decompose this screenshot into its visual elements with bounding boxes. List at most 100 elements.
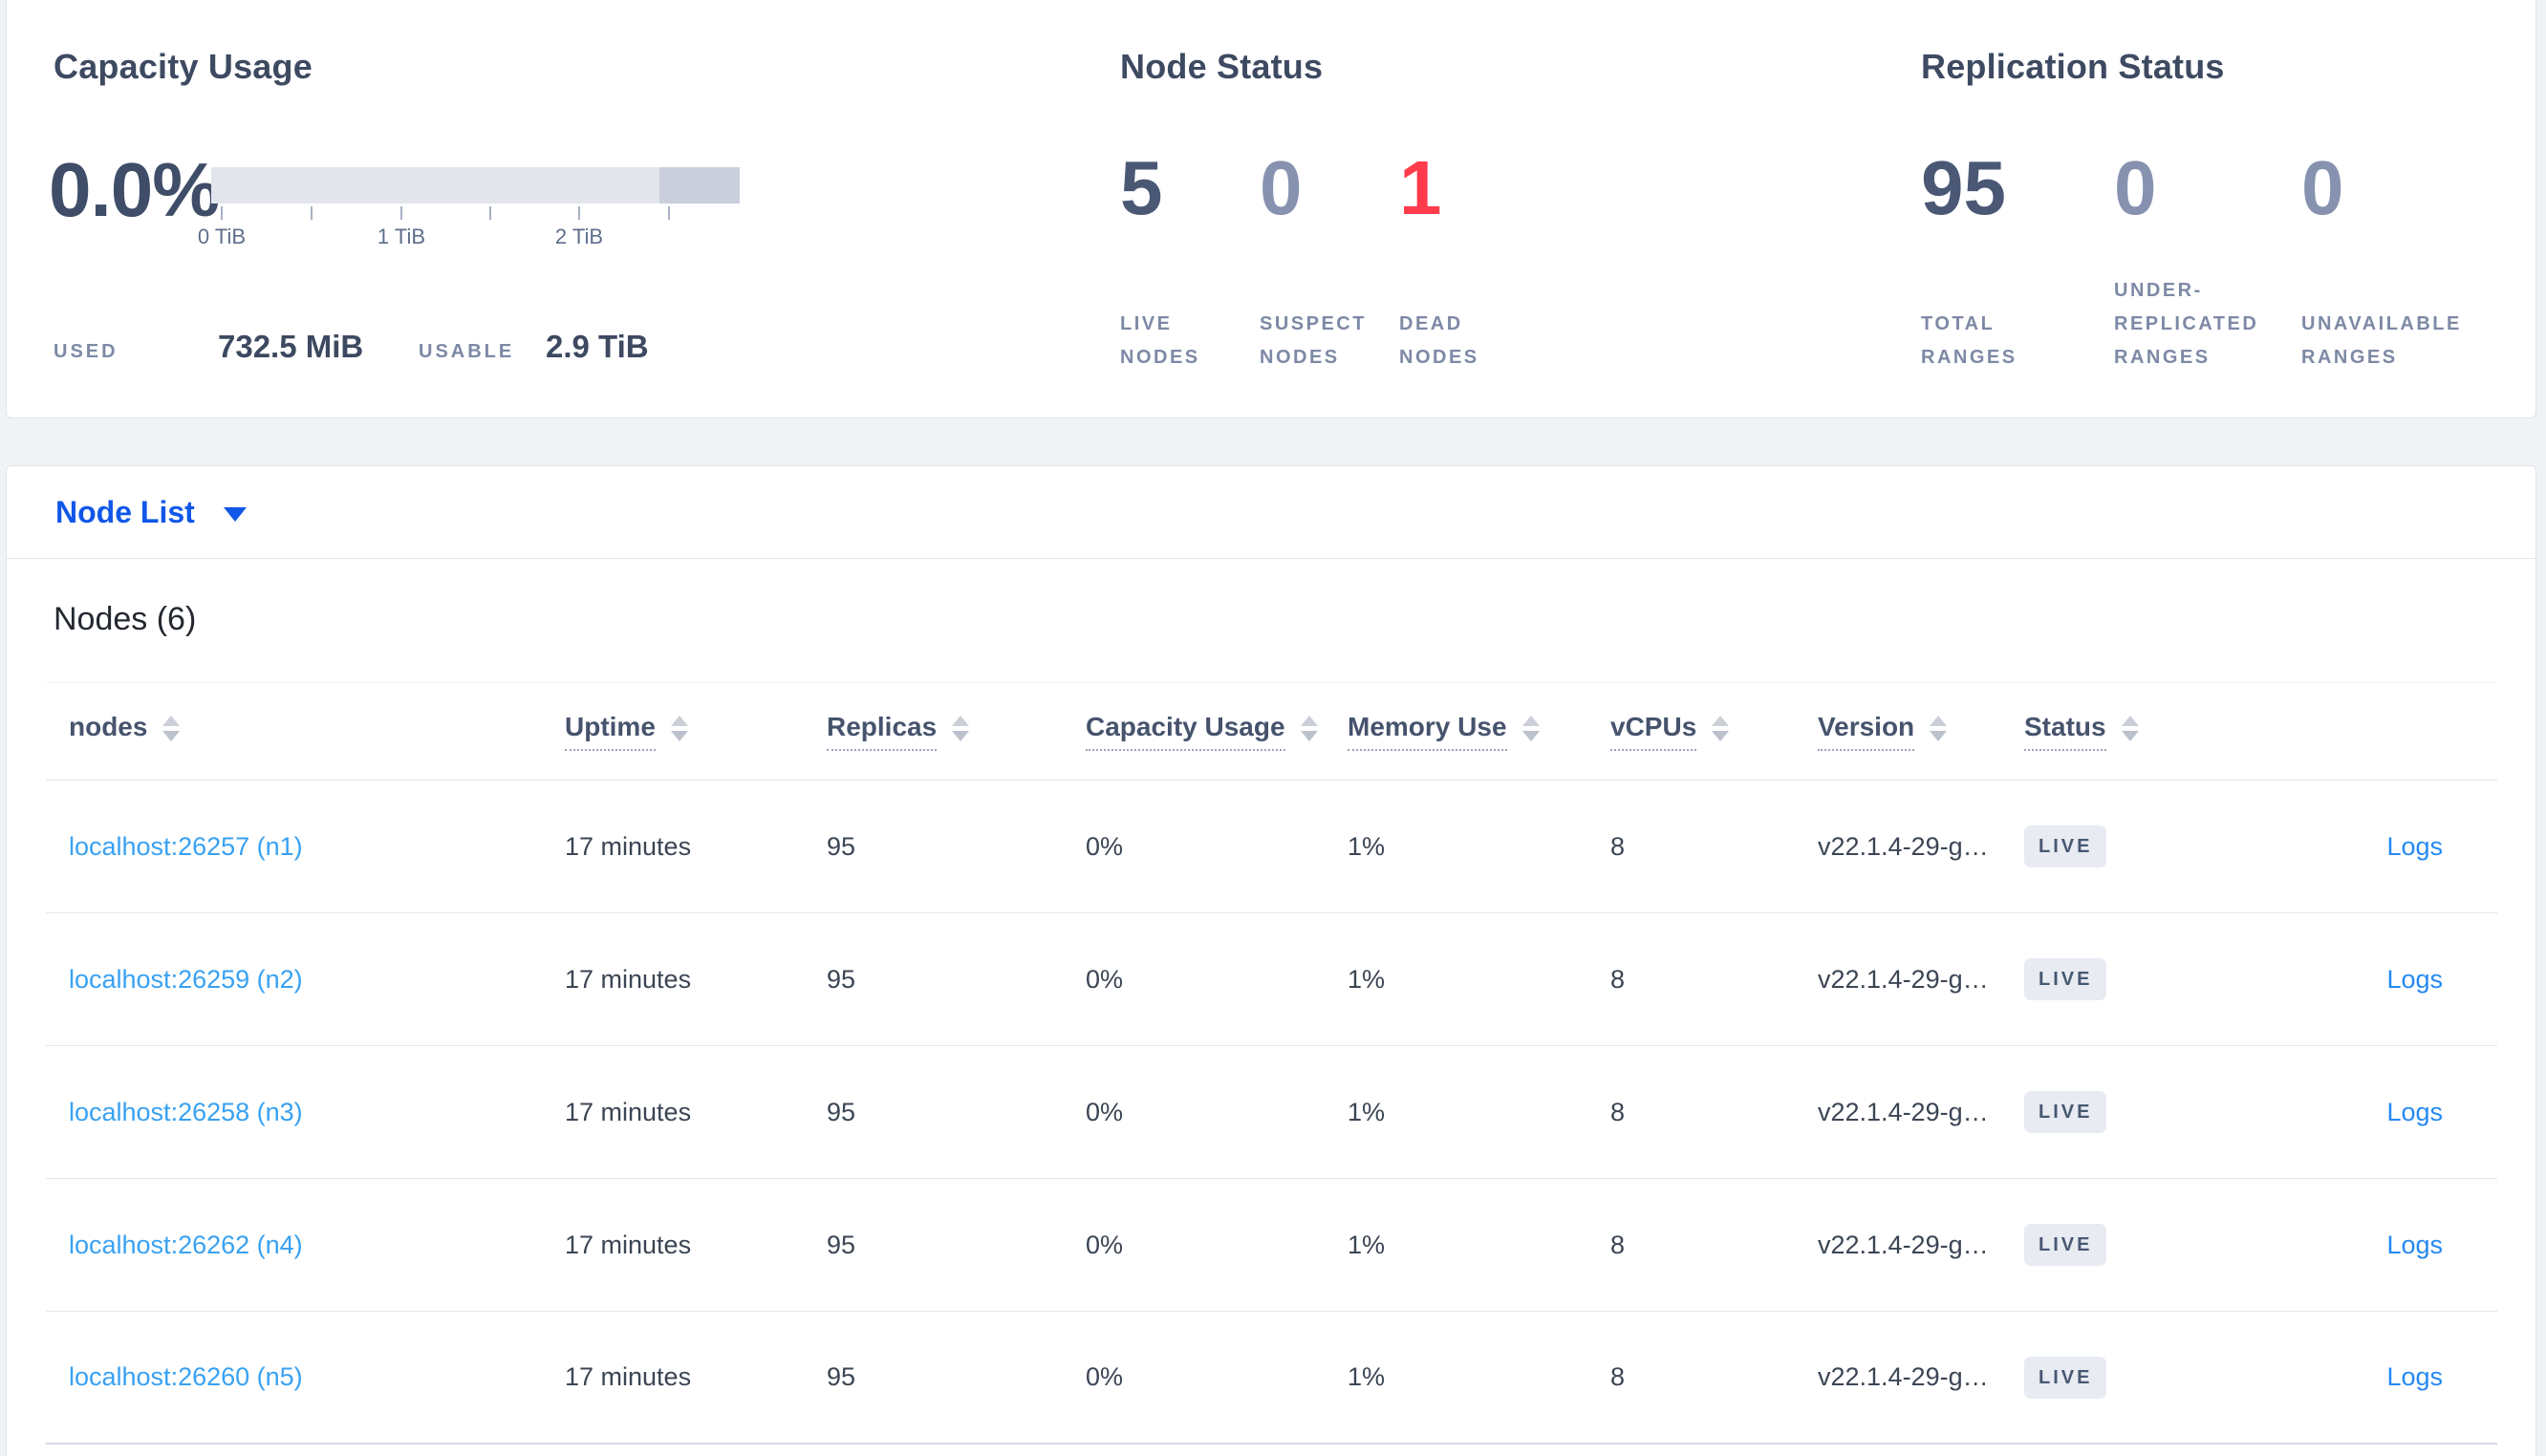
replicas-cell: 95 [827,1230,856,1259]
status-badge: LIVE [2024,1091,2107,1133]
total-ranges-stat: 95 TOTAL RANGES [1921,149,2066,375]
capacity-usage-cell: 0% [1086,964,1124,994]
unavailable-ranges-stat: 0 UNAVAILABLE RANGES [2301,149,2535,375]
capacity-usage-bar [211,167,740,203]
suspect-nodes-stat: 0 SUSPECT NODES [1260,149,1386,375]
memory-use-cell: 1% [1348,964,1386,994]
nodes-section-title: Nodes (6) [54,601,197,637]
logs-link[interactable]: Logs [2386,1230,2443,1259]
sort-icon [952,716,970,741]
capacity-bar-reserved-segment [659,167,740,203]
table-header-row: nodes Uptime Replicas Capacity Usage Mem… [46,682,2497,781]
version-cell: v22.1.4-29-g… [1818,964,1989,994]
suspect-nodes-count: 0 [1260,145,1303,230]
axis-tick [578,206,580,220]
sort-icon [1712,716,1730,741]
sort-icon [2121,716,2139,741]
dead-nodes-label: DEAD NODES [1399,313,1479,368]
vcpus-cell: 8 [1610,1097,1626,1126]
logs-link[interactable]: Logs [2386,1362,2443,1391]
version-cell: v22.1.4-29-g… [1818,1097,1989,1126]
node-link[interactable]: localhost:26257 (n1) [69,831,303,861]
column-header-status[interactable]: Status [2024,712,2204,751]
axis-tick [400,206,402,220]
status-badge: LIVE [2024,958,2107,1000]
node-link[interactable]: localhost:26259 (n2) [69,964,303,994]
sort-icon [1300,716,1318,741]
axis-tick-label: 1 TiB [377,225,426,248]
sort-icon [162,716,181,741]
vcpus-cell: 8 [1610,831,1626,861]
column-header-uptime[interactable]: Uptime [565,712,827,751]
table-row: localhost:26260 (n5) 17 minutes 95 0% 1%… [46,1312,2497,1445]
axis-tick [668,206,670,220]
sort-icon [1930,716,1948,741]
live-nodes-label: LIVE NODES [1120,313,1200,368]
node-link[interactable]: localhost:26260 (n5) [69,1362,303,1391]
column-header-memory-use[interactable]: Memory Use [1348,712,1610,751]
capacity-usage-cell: 0% [1086,1230,1124,1259]
column-header-replicas[interactable]: Replicas [827,712,1086,751]
under-replicated-stat: 0 UNDER-REPLICATED RANGES [2114,149,2305,375]
vcpus-cell: 8 [1610,1362,1626,1391]
logs-link[interactable]: Logs [2386,1097,2443,1126]
live-nodes-count: 5 [1120,145,1163,230]
axis-tick [221,206,223,220]
memory-use-cell: 1% [1348,1230,1386,1259]
uptime-cell: 17 minutes [565,964,692,994]
column-header-nodes[interactable]: nodes [46,712,565,751]
column-header-vcpus[interactable]: vCPUs [1610,712,1818,751]
total-ranges-count: 95 [1921,145,2006,230]
column-header-version[interactable]: Version [1818,712,2024,751]
usable-label: USABLE [419,341,515,362]
axis-tick-label: 2 TiB [554,225,604,248]
node-list-dropdown-label: Node List [55,495,195,529]
memory-use-cell: 1% [1348,1362,1386,1391]
uptime-cell: 17 minutes [565,1362,692,1391]
summary-card: Capacity Usage 0.0% 0 TiB 1 TiB 2 TiB US… [6,0,2536,418]
version-cell: v22.1.4-29-g… [1818,1230,1989,1259]
version-cell: v22.1.4-29-g… [1818,831,1989,861]
status-badge: LIVE [2024,825,2107,867]
status-badge: LIVE [2024,1356,2107,1399]
capacity-usage-cell: 0% [1086,831,1124,861]
used-value: 732.5 MiB [218,329,364,364]
nodes-table: nodes Uptime Replicas Capacity Usage Mem… [46,682,2497,1445]
logs-link[interactable]: Logs [2386,831,2443,861]
suspect-nodes-label: SUSPECT NODES [1260,313,1367,368]
capacity-usage-title: Capacity Usage [54,47,313,86]
replicas-cell: 95 [827,964,856,994]
divider [7,558,2535,559]
table-row: localhost:26262 (n4) 17 minutes 95 0% 1%… [46,1179,2497,1312]
dead-nodes-count: 1 [1399,145,1442,230]
uptime-cell: 17 minutes [565,1097,692,1126]
unavailable-ranges-label: UNAVAILABLE RANGES [2301,313,2462,368]
node-status-title: Node Status [1120,47,1324,86]
version-cell: v22.1.4-29-g… [1818,1362,1989,1391]
node-list-dropdown[interactable]: Node List [55,491,247,533]
memory-use-cell: 1% [1348,1097,1386,1126]
unavailable-ranges-count: 0 [2301,145,2344,230]
column-header-capacity-usage[interactable]: Capacity Usage [1086,712,1348,751]
axis-tick [489,206,491,220]
under-replicated-label: UNDER-REPLICATED RANGES [2114,280,2259,368]
node-list-card: Node List Nodes (6) nodes Uptime Replica… [6,465,2536,1456]
table-row: localhost:26259 (n2) 17 minutes 95 0% 1%… [46,913,2497,1046]
capacity-percent: 0.0% [49,147,220,232]
logs-link[interactable]: Logs [2386,964,2443,994]
sort-icon [1521,716,1540,741]
sort-icon [670,716,688,741]
vcpus-cell: 8 [1610,964,1626,994]
axis-tick [311,206,313,220]
vcpus-cell: 8 [1610,1230,1626,1259]
under-replicated-count: 0 [2114,145,2157,230]
live-nodes-stat: 5 LIVE NODES [1120,149,1237,375]
uptime-cell: 17 minutes [565,831,692,861]
replicas-cell: 95 [827,1097,856,1126]
table-row: localhost:26258 (n3) 17 minutes 95 0% 1%… [46,1046,2497,1179]
memory-use-cell: 1% [1348,831,1386,861]
node-link[interactable]: localhost:26258 (n3) [69,1097,303,1126]
capacity-usage-cell: 0% [1086,1362,1124,1391]
node-link[interactable]: localhost:26262 (n4) [69,1230,303,1259]
